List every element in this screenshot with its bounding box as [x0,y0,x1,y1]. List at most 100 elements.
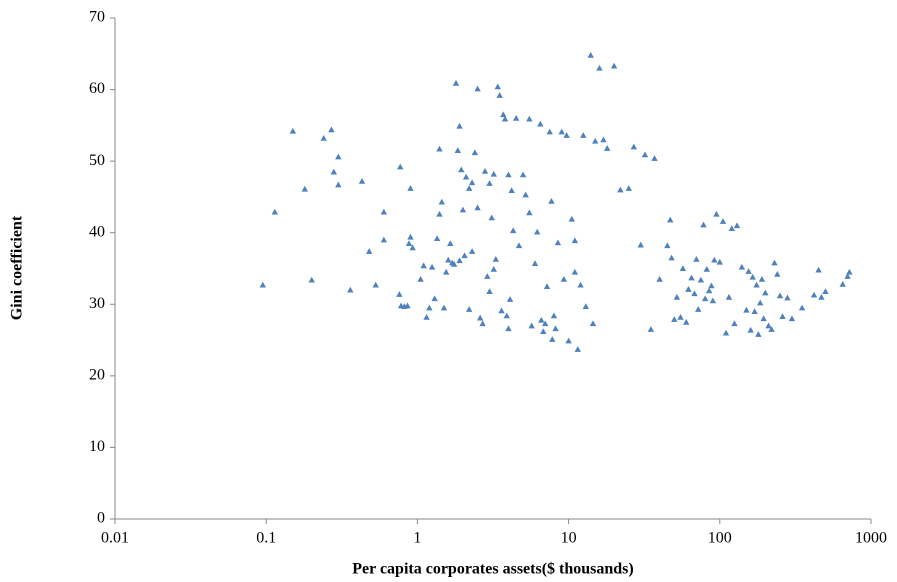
point [436,210,443,217]
point [637,241,644,248]
point [563,132,570,138]
point [671,316,678,322]
point [753,281,760,288]
point [664,242,671,249]
point [442,268,450,275]
point [673,293,681,300]
point [695,306,702,312]
point [456,257,463,264]
point [407,185,414,191]
y-tick-label: 20 [89,367,105,384]
point [436,145,443,152]
point [445,256,452,263]
point [423,313,430,320]
y-tick-label: 30 [89,295,105,312]
y-tick-label: 0 [97,510,105,527]
point [617,186,624,193]
point [508,187,515,194]
point [587,52,594,58]
x-tick-label: 1 [413,530,421,547]
point [839,281,846,287]
point [409,244,416,251]
point [818,293,825,300]
point [546,128,553,135]
point [589,320,597,327]
point [459,206,467,213]
point [468,179,476,186]
point [683,318,690,325]
point [417,276,424,282]
point [731,320,738,327]
point [420,262,427,269]
point [784,294,791,301]
point [822,288,829,294]
point [705,287,713,294]
point [500,111,507,118]
point [751,308,758,315]
y-tick-label: 50 [89,152,105,169]
point [756,299,764,306]
y-axis-title: Gini coefficient [9,215,26,320]
point [722,329,730,336]
point [289,127,297,134]
point [447,240,454,247]
point [486,288,493,294]
point [691,290,698,297]
point [494,83,501,90]
point [380,208,388,215]
point [512,115,520,121]
point [554,239,562,246]
point [440,304,448,311]
point [743,306,750,313]
point [679,265,687,272]
point [810,291,818,298]
point [713,210,720,217]
point [526,115,533,122]
point [688,274,695,281]
point [358,177,366,184]
point [760,315,767,322]
y-tick-label: 10 [89,438,105,455]
y-tick-label: 70 [89,9,105,26]
point [728,225,735,231]
point [528,322,535,329]
point [498,307,505,314]
point [519,171,527,178]
point [492,255,499,262]
point [438,198,445,205]
point [538,316,545,323]
point [719,218,727,224]
point [259,281,267,288]
point [747,326,754,333]
point [396,291,403,297]
point [568,215,576,222]
point [534,228,541,235]
point [509,227,517,234]
point [774,271,781,277]
point [798,304,806,311]
x-tick-label: 0.1 [256,530,276,547]
point [405,240,413,247]
point [488,214,495,221]
point [768,326,775,332]
point [452,79,460,86]
point [454,147,461,153]
x-tick-label: 1000 [855,530,887,547]
point [592,137,599,144]
y-tick-label: 40 [89,223,105,240]
point [515,242,523,249]
point [700,221,707,228]
x-axis-title: Per capita corporates assets($ thousands… [352,561,633,578]
point [481,167,489,174]
point [603,145,611,151]
point [505,325,512,332]
point [474,204,481,211]
point [733,222,741,229]
point [560,276,568,282]
point [465,185,473,191]
point [716,258,723,265]
point [771,259,778,266]
point [641,151,649,158]
